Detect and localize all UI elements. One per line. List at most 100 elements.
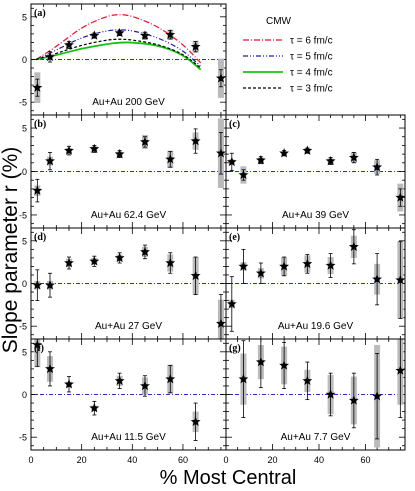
y-tick-label: 0: [22, 167, 27, 177]
y-tick-label: -5: [19, 322, 27, 332]
panel-letter: (f): [34, 343, 44, 354]
data-point-star: [302, 258, 313, 269]
data-point-star: [32, 82, 43, 92]
model-curve: [35, 29, 202, 67]
y-tick-label: 5: [22, 12, 27, 22]
data-point-star: [395, 365, 406, 375]
data-point-star: [89, 256, 100, 266]
data-point-star: [45, 280, 55, 290]
panel-energy-label: Au+Au 200 GeV: [92, 97, 165, 108]
data-point-star: [190, 41, 201, 51]
data-point-star: [372, 161, 383, 172]
data-point-star: [325, 155, 336, 166]
y-tick-label: 5: [22, 347, 27, 357]
panel-d: -5 0 5 (d) Au+Au 27 GeV: [19, 227, 227, 340]
data-point-star: [395, 274, 406, 285]
panel-energy-label: Au+Au 11.5 GeV: [91, 432, 166, 443]
x-tick-label: 40: [127, 455, 137, 465]
data-point-star: [114, 252, 125, 263]
data-point-star: [64, 257, 74, 268]
y-tick-label: -5: [19, 98, 27, 108]
y-tick-label: -5: [19, 433, 27, 443]
panel-g: 0 20 40 60 (g) Au+Au 7.7 GeV: [223, 338, 406, 465]
data-point-star: [140, 246, 150, 257]
data-point-star: [190, 416, 201, 427]
data-point-star: [226, 156, 237, 167]
x-tick-label: 0: [28, 455, 33, 465]
data-point-star: [32, 339, 43, 350]
data-point-star: [32, 280, 43, 290]
data-point-star: [165, 257, 176, 268]
y-tick-label: 5: [22, 236, 27, 246]
data-point-star: [45, 51, 55, 62]
y-tick-label: 0: [22, 279, 27, 289]
data-point-star: [302, 145, 313, 155]
panel-frame: [225, 338, 406, 451]
data-point-star: [348, 395, 359, 405]
data-point-star: [165, 154, 176, 164]
data-point-star: [226, 298, 237, 309]
panel-f: -5 0 5 0 20 40 60 (f) Au+Au 11.5 GeV: [19, 338, 227, 465]
panels-layer: -5 0 5 (a) Au+Au 200 GeV -5 0 5 (b) Au+Au 62.4 Ge…: [19, 3, 406, 465]
data-point-star: [238, 261, 249, 271]
panel-letter: (e): [229, 232, 240, 243]
data-point-star: [114, 375, 125, 386]
panel-letter: (d): [34, 232, 46, 243]
data-point-star: [325, 260, 336, 270]
y-axis-label: Slope parameter r (%): [0, 147, 22, 354]
panel-e: (e) Au+Au 19.6 GeV: [225, 227, 406, 340]
data-point-star: [255, 356, 266, 367]
data-point-star: [89, 402, 100, 413]
data-point-star: [140, 30, 150, 40]
legend-label: τ = 4 fm/c: [290, 68, 333, 79]
data-point-star: [140, 136, 150, 147]
x-axis-label: % Most Central: [160, 467, 297, 489]
data-point-star: [45, 363, 55, 374]
data-point-star: [165, 373, 176, 384]
data-point-star: [348, 241, 359, 251]
legend-label: τ = 5 fm/c: [290, 52, 333, 63]
data-point-star: [114, 148, 125, 159]
x-tick-label: 20: [267, 455, 277, 465]
data-point-star: [64, 379, 74, 389]
data-point-star: [215, 73, 226, 83]
data-point-star: [32, 185, 43, 195]
data-point-star: [325, 389, 336, 399]
panel-letter: (g): [229, 343, 241, 354]
data-point-star: [45, 155, 55, 166]
data-point-star: [372, 391, 383, 401]
data-point-star: [372, 274, 383, 284]
legend-label: τ = 6 fm/c: [290, 36, 333, 47]
panel-a: -5 0 5 (a) Au+Au 200 GeV: [19, 3, 227, 116]
panel-energy-label: Au+Au 27 GeV: [95, 321, 162, 332]
panel-letter: (a): [34, 8, 46, 19]
legend: CMW τ = 6 fm/c τ = 5 fm/c τ = 4 fm/c τ = 3 f…: [243, 16, 333, 95]
panel-energy-label: Au+Au 39 GeV: [282, 210, 349, 221]
x-tick-label: 60: [360, 455, 370, 465]
data-point-star: [64, 39, 74, 50]
panel-energy-label: Au+Au 62.4 GeV: [91, 210, 167, 221]
data-point-star: [89, 143, 100, 154]
panel-letter: (c): [229, 119, 240, 130]
data-point-star: [302, 375, 313, 386]
data-point-star: [238, 169, 249, 180]
panel-energy-label: Au+Au 19.6 GeV: [278, 321, 354, 332]
data-point-star: [64, 145, 74, 155]
y-tick-label: -5: [19, 210, 27, 220]
data-point-star: [255, 268, 266, 278]
model-curve: [35, 41, 202, 71]
data-point-star: [279, 360, 290, 370]
data-point-star: [348, 152, 359, 162]
panel-b: -5 0 5 (b) Au+Au 62.4 GeV: [19, 114, 227, 229]
data-point-star: [395, 192, 406, 202]
data-point-star: [255, 155, 266, 165]
x-tick-label: 20: [77, 455, 87, 465]
panel-c: (c) Au+Au 39 GeV: [225, 114, 406, 229]
legend-title: CMW: [266, 16, 292, 27]
panel-energy-label: Au+Au 7.7 GeV: [281, 432, 351, 443]
data-point-star: [279, 148, 290, 158]
y-tick-label: 0: [22, 390, 27, 400]
data-point-star: [89, 30, 100, 40]
y-tick-label: 5: [22, 124, 27, 134]
